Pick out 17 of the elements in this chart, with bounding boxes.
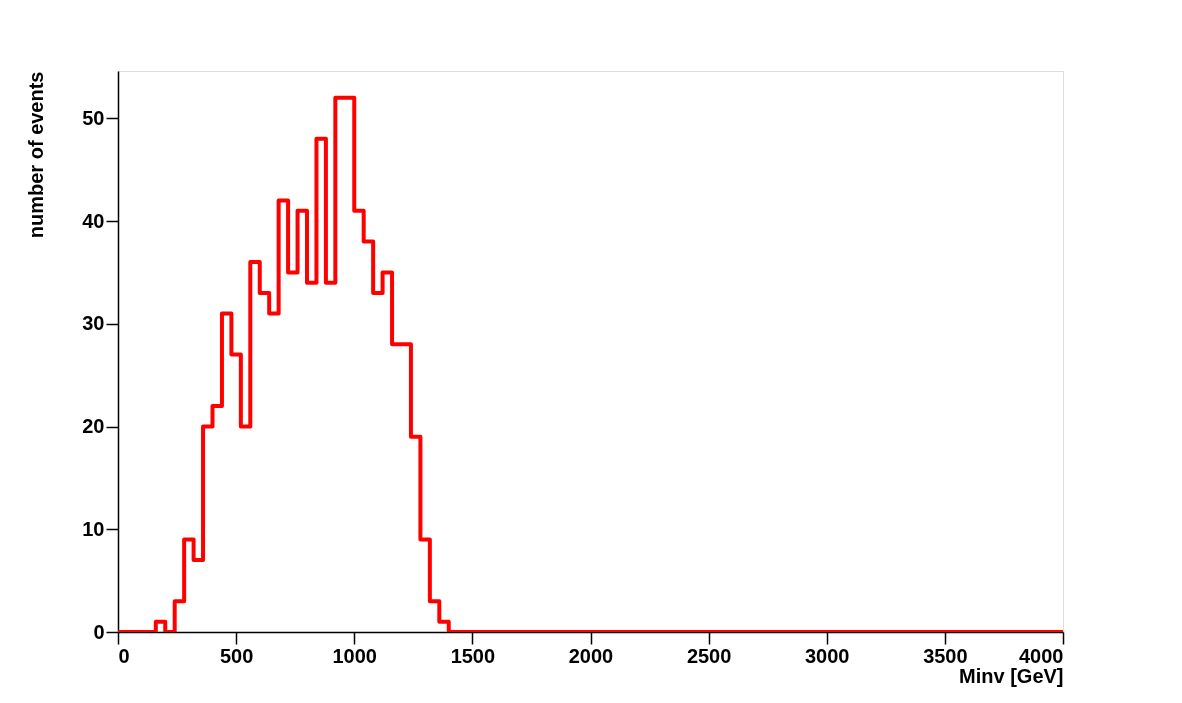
x-tick-label: 4000 <box>1019 644 1064 667</box>
y-tick-label: 20 <box>82 415 105 438</box>
x-axis-title: Minv [GeV] <box>959 664 1064 687</box>
x-tick-label: 1500 <box>450 644 496 667</box>
x-tick-label: 1000 <box>332 644 377 667</box>
y-tick-label: 10 <box>82 517 105 540</box>
x-tick-label: 3000 <box>805 644 850 667</box>
y-tick-label: 0 <box>93 620 105 643</box>
y-tick-label: 40 <box>82 209 105 232</box>
x-tick-label: 3500 <box>923 644 968 667</box>
y-axis-title: number of events <box>24 71 47 239</box>
x-tick-label: 2000 <box>568 644 614 667</box>
x-tick-label: 2500 <box>686 644 732 667</box>
y-tick-label: 50 <box>82 106 105 129</box>
y-tick-label: 30 <box>82 312 105 335</box>
x-tick-label: 500 <box>219 644 254 667</box>
x-tick-label: 0 <box>118 644 130 667</box>
